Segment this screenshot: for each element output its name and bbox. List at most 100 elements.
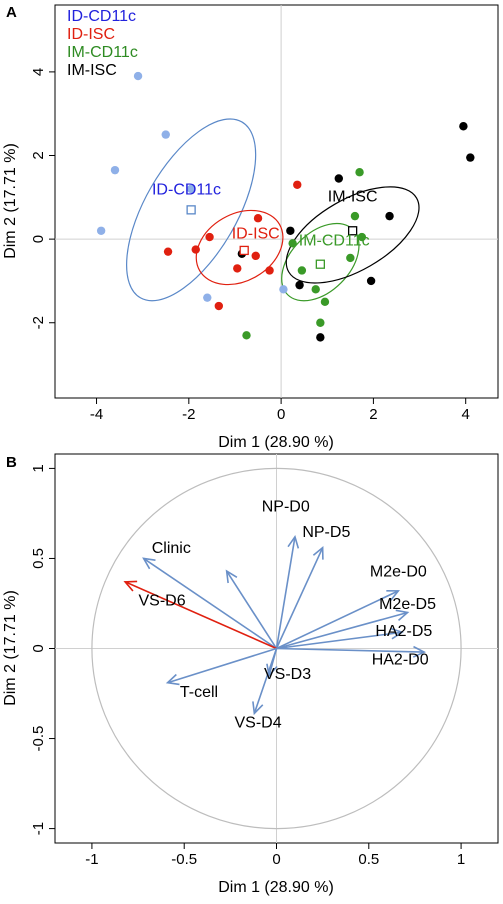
group-label: IM-CD11c xyxy=(299,232,370,249)
arrow-head xyxy=(412,645,427,658)
x-tick-label-a: 0 xyxy=(277,406,285,423)
legend-entry: IM-CD11c xyxy=(67,44,138,61)
data-point xyxy=(346,253,355,263)
x-tick-label-a: 2 xyxy=(369,406,377,423)
arrow-shaft xyxy=(275,536,296,649)
x-tick-label-b: -0.5 xyxy=(171,851,197,868)
arrow-shaft xyxy=(276,611,408,650)
confidence-ellipse xyxy=(195,209,284,286)
data-point xyxy=(357,232,367,242)
panel-a: A Dim 1 (28.90 %) Dim 2 (17.71 %) -4 -2 0 2… xyxy=(2,4,499,451)
arrow-head xyxy=(142,557,156,570)
group-centroid-marker xyxy=(186,205,196,215)
x-axis-label-a: Dim 1 (28.90 %) xyxy=(218,434,334,451)
legend-entry: IM-ISC xyxy=(67,62,117,79)
data-point xyxy=(311,285,320,294)
data-point xyxy=(366,276,376,286)
arrow-head xyxy=(395,609,410,621)
data-point xyxy=(293,180,302,189)
x-tick-label-a: -2 xyxy=(182,406,195,423)
variable-arrow xyxy=(165,647,277,686)
arrow-shaft xyxy=(253,648,278,714)
confidence-ellipse xyxy=(285,186,420,284)
data-point xyxy=(286,226,295,235)
data-point xyxy=(214,301,224,311)
data-point xyxy=(459,122,468,131)
x-tick-label-b: -1 xyxy=(85,851,98,868)
y-axis-label-b: Dim 2 (17.71 %) xyxy=(2,590,19,706)
data-point xyxy=(253,214,263,223)
y-tick-label-b: -1 xyxy=(30,822,47,835)
data-point xyxy=(163,247,173,256)
variable-label: HA2-D5 xyxy=(375,623,432,640)
data-point xyxy=(205,232,214,242)
arrow-head xyxy=(390,627,404,640)
data-point xyxy=(265,266,274,275)
arrow-shaft xyxy=(124,581,277,650)
y-tick-label-b: 0.5 xyxy=(30,548,47,569)
y-tick-label-b: 0 xyxy=(30,644,47,652)
data-point xyxy=(334,174,343,183)
arrow-shaft xyxy=(167,647,277,684)
variable-label: NP-D0 xyxy=(262,499,310,516)
data-point xyxy=(297,266,307,275)
data-point xyxy=(191,245,200,254)
x-axis-label-b: Dim 1 (28.90 %) xyxy=(218,879,334,896)
data-point xyxy=(161,130,170,139)
variable-label: VS-D4 xyxy=(234,715,281,732)
group-label: IM-ISC xyxy=(328,189,378,206)
arrow-shaft xyxy=(275,547,324,649)
group-centroid-marker xyxy=(347,226,358,236)
data-point xyxy=(288,239,297,248)
variable-label: VS-D6 xyxy=(138,592,185,609)
variable-arrow xyxy=(276,589,400,650)
data-point xyxy=(242,331,251,340)
arrow-head xyxy=(266,663,278,678)
panel-label-a: A xyxy=(6,4,17,21)
variable-arrow xyxy=(276,645,427,658)
data-point xyxy=(350,211,360,221)
variable-arrow xyxy=(123,580,277,650)
legend-entry: ID-ISC xyxy=(67,26,115,43)
group-label: ID-CD11c xyxy=(152,181,221,198)
variable-arrow xyxy=(275,535,300,649)
variable-label: NP-D5 xyxy=(302,524,350,541)
legend-entry: ID-CD11c xyxy=(67,8,136,25)
arrow-shaft xyxy=(225,570,278,649)
variable-arrow xyxy=(275,545,324,649)
x-tick-label-b: 0 xyxy=(272,851,280,868)
data-point xyxy=(251,251,260,261)
arrow-shaft xyxy=(143,557,277,650)
group-centroid-marker xyxy=(239,245,249,256)
y-tick-label-b: -0.5 xyxy=(30,726,47,752)
arrow-shaft xyxy=(276,647,425,653)
panel-b: B Dim 1 (28.90 %) Dim 2 (17.71 %) -1 -0.5… xyxy=(2,453,499,896)
variable-arrow xyxy=(276,627,404,650)
variable-arrow xyxy=(225,569,278,649)
variable-label: T-cell xyxy=(180,684,218,701)
variable-label: M2e-D0 xyxy=(370,563,427,580)
x-tick-label-b: 0.5 xyxy=(358,851,379,868)
arrow-head xyxy=(252,701,264,716)
data-point xyxy=(110,165,120,175)
y-tick-label-a: 2 xyxy=(30,151,47,159)
x-tick-label-a: -4 xyxy=(90,406,103,423)
variable-label: VS-D3 xyxy=(264,666,311,683)
arrow-head xyxy=(165,673,180,686)
data-point xyxy=(466,153,475,162)
data-point xyxy=(133,71,143,81)
arrow-head xyxy=(287,535,300,549)
group-label: ID-ISC xyxy=(232,225,280,242)
plot-area-a xyxy=(54,4,499,399)
y-tick-label-a: 4 xyxy=(30,68,47,76)
data-point xyxy=(203,293,212,302)
variable-arrow xyxy=(252,648,278,716)
variable-label: HA2-D0 xyxy=(372,652,429,669)
data-point xyxy=(233,264,242,273)
variable-label: Clinic xyxy=(152,540,191,557)
arrow-head xyxy=(225,569,238,584)
variable-arrow xyxy=(142,557,277,650)
y-tick-label-a: -2 xyxy=(30,316,47,329)
